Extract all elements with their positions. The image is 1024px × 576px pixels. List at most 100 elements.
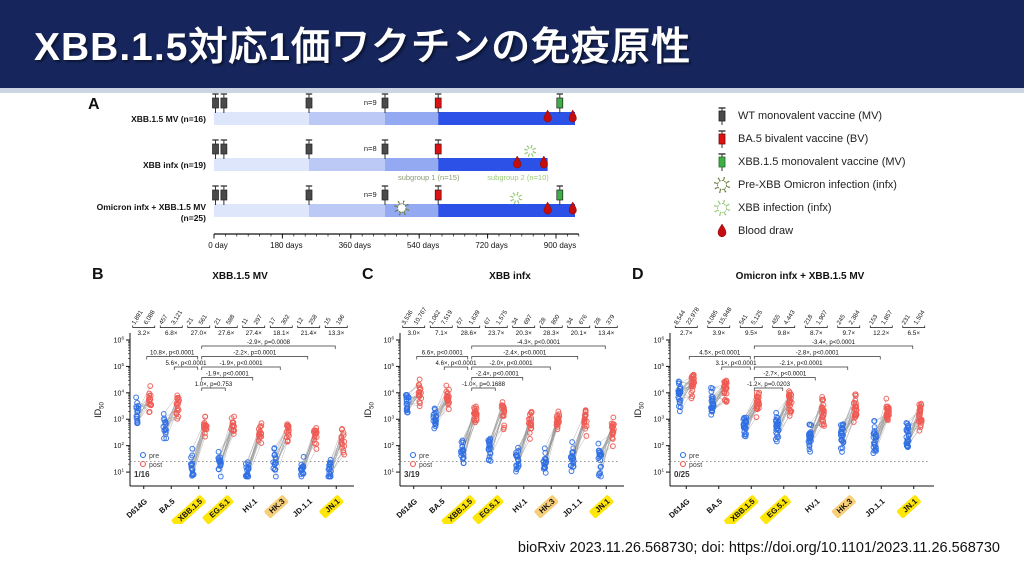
svg-text:n=9: n=9 — [364, 98, 377, 107]
legend-label: WT monovalent vaccine (MV) — [738, 109, 883, 122]
svg-text:-2.0×, p<0.0001: -2.0×, p<0.0001 — [489, 360, 533, 367]
svg-text:XBB.1.5: XBB.1.5 — [446, 496, 474, 523]
svg-text:JD.1.1: JD.1.1 — [561, 496, 585, 519]
svg-text:103: 103 — [384, 415, 395, 424]
svg-text:3.1×, p<0.0001: 3.1×, p<0.0001 — [715, 360, 757, 367]
svg-text:105: 105 — [114, 362, 125, 371]
citation-text: bioRxiv 2023.11.26.568730; doi: https://… — [517, 540, 1000, 556]
svg-text:JD.1.1: JD.1.1 — [291, 496, 315, 519]
svg-text:XBB.1.5 MV (n=16): XBB.1.5 MV (n=16) — [131, 114, 206, 124]
svg-text:ID50: ID50 — [363, 402, 376, 418]
svg-text:18.1×: 18.1× — [273, 330, 289, 337]
svg-text:3,121: 3,121 — [170, 309, 184, 326]
svg-text:-2.4×, p<0.0001: -2.4×, p<0.0001 — [503, 350, 547, 357]
svg-text:1,857: 1,857 — [880, 309, 894, 326]
svg-text:9.8×: 9.8× — [777, 330, 790, 337]
svg-text:101: 101 — [654, 468, 665, 477]
svg-text:-1.9×, p<0.0001: -1.9×, p<0.0001 — [206, 371, 250, 378]
legend-label: Pre-XBB Omicron infection (infx) — [738, 178, 897, 191]
svg-text:28: 28 — [538, 316, 548, 326]
svg-text:106: 106 — [384, 336, 395, 345]
blood-drop-icon — [712, 222, 732, 239]
svg-text:10.8×, p<0.0001: 10.8×, p<0.0001 — [150, 350, 195, 357]
svg-text:27.0×: 27.0× — [191, 330, 207, 337]
svg-text:ID50: ID50 — [633, 402, 646, 418]
svg-text:101: 101 — [384, 468, 395, 477]
svg-text:pre: pre — [689, 453, 699, 460]
svg-text:-3.4×, p<0.0001: -3.4×, p<0.0001 — [812, 339, 856, 346]
svg-text:XBB infx (n=19): XBB infx (n=19) — [143, 160, 206, 170]
svg-text:1,639: 1,639 — [468, 309, 482, 326]
svg-text:900 days: 900 days — [544, 241, 576, 250]
legend-label: XBB.1.5 monovalent vaccine (MV) — [738, 155, 906, 168]
svg-text:101: 101 — [114, 468, 125, 477]
svg-text:pre: pre — [419, 453, 429, 460]
svg-text:Omicron infx + XBB.1.5 MV: Omicron infx + XBB.1.5 MV — [736, 271, 865, 282]
svg-text:218: 218 — [803, 313, 815, 326]
svg-text:XBB.1.5 MV: XBB.1.5 MV — [212, 271, 268, 282]
svg-text:34: 34 — [511, 316, 521, 326]
svg-text:297: 297 — [253, 313, 265, 326]
svg-text:6.5×: 6.5× — [907, 330, 920, 337]
svg-text:BA.5: BA.5 — [705, 496, 725, 515]
svg-text:102: 102 — [654, 441, 665, 450]
title-bar: XBB.1.5対応1価ワクチンの免疫原性 — [0, 0, 1024, 93]
legend-label: XBB infection (infx) — [738, 201, 832, 214]
svg-text:1,907: 1,907 — [815, 309, 829, 326]
svg-text:(n=25): (n=25) — [181, 213, 206, 223]
svg-text:subgroup 1 (n=15): subgroup 1 (n=15) — [398, 173, 460, 182]
svg-text:-2.1×, p<0.0001: -2.1×, p<0.0001 — [779, 360, 823, 367]
svg-text:7,519: 7,519 — [440, 309, 454, 326]
svg-text:104: 104 — [654, 388, 665, 397]
svg-text:23.7×: 23.7× — [488, 330, 504, 337]
legend-item: XBB infection (infx) — [712, 196, 906, 219]
svg-text:22,978: 22,978 — [685, 306, 701, 326]
svg-text:17: 17 — [268, 316, 278, 326]
svg-text:541: 541 — [738, 313, 750, 326]
svg-text:-2.7×, p<0.0001: -2.7×, p<0.0001 — [763, 371, 807, 378]
svg-text:6,088: 6,088 — [143, 309, 157, 326]
svg-text:13.3×: 13.3× — [328, 330, 344, 337]
svg-text:HV.1: HV.1 — [803, 496, 822, 514]
svg-text:196: 196 — [335, 313, 347, 326]
svg-text:6.8×: 6.8× — [165, 330, 178, 337]
svg-text:106: 106 — [114, 336, 125, 345]
svg-text:2.7×: 2.7× — [680, 330, 693, 337]
svg-text:12.2×: 12.2× — [873, 330, 889, 337]
svg-text:0 day: 0 day — [208, 241, 228, 250]
svg-text:360 days: 360 days — [339, 241, 371, 250]
virus-dark-icon — [712, 176, 732, 194]
svg-text:1,575: 1,575 — [495, 309, 509, 326]
svg-text:21: 21 — [213, 316, 223, 326]
svg-text:455: 455 — [771, 313, 783, 326]
svg-text:9.5×: 9.5× — [745, 330, 758, 337]
panel-c-letter: C — [362, 266, 374, 283]
svg-text:D614G: D614G — [667, 497, 691, 520]
svg-text:13.4×: 13.4× — [598, 330, 614, 337]
svg-text:21: 21 — [186, 316, 196, 326]
svg-text:D614G: D614G — [395, 497, 419, 520]
svg-text:697: 697 — [523, 313, 535, 326]
svg-text:28.6×: 28.6× — [461, 330, 477, 337]
svg-text:180 days: 180 days — [270, 241, 302, 250]
panel-a-letter: A — [88, 96, 100, 113]
svg-text:15: 15 — [323, 316, 333, 326]
svg-text:HV.1: HV.1 — [511, 496, 530, 514]
svg-text:27.4×: 27.4× — [246, 330, 262, 337]
panel-b-letter: B — [92, 266, 104, 283]
svg-text:8.7×: 8.7× — [810, 330, 823, 337]
svg-text:105: 105 — [654, 362, 665, 371]
svg-text:-2.4×, p<0.0001: -2.4×, p<0.0001 — [476, 371, 520, 378]
svg-text:12: 12 — [296, 316, 306, 326]
svg-text:28.3×: 28.3× — [543, 330, 559, 337]
svg-text:231: 231 — [901, 313, 913, 326]
syringe-green-icon — [712, 152, 732, 172]
svg-text:-1.9×, p<0.0001: -1.9×, p<0.0001 — [219, 360, 263, 367]
svg-text:106: 106 — [654, 336, 665, 345]
legend-item: WT monovalent vaccine (MV) — [712, 104, 906, 127]
panel-d-letter: D — [632, 266, 644, 283]
svg-text:245: 245 — [836, 313, 848, 326]
legend-label: Blood draw — [738, 224, 794, 237]
svg-text:D614G: D614G — [125, 497, 149, 520]
